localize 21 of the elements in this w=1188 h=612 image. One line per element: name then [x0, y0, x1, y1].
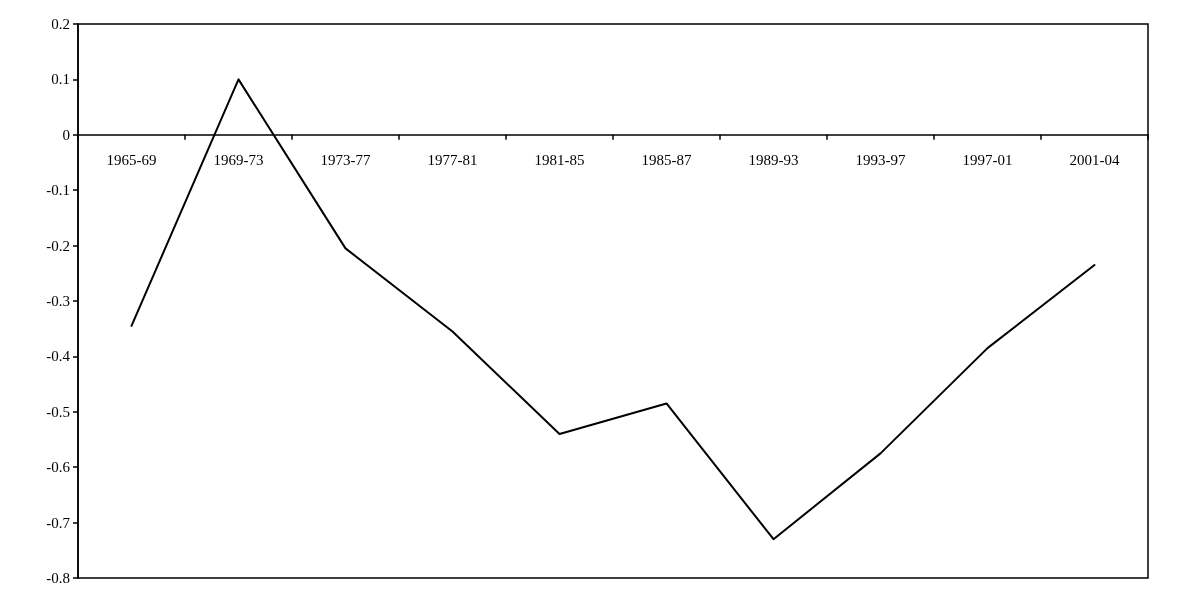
y-tick-label: 0.2: [51, 16, 70, 32]
x-tick-label: 1993-97: [855, 152, 906, 169]
y-tick-label: 0: [62, 126, 70, 143]
x-tick-label: 1965-69: [106, 152, 157, 169]
x-tick-label: 1973-77: [320, 152, 371, 169]
x-tick-label: 1997-01: [962, 152, 1013, 169]
y-tick-label: -0.3: [46, 293, 70, 309]
y-tick-label: -0.8: [46, 570, 70, 586]
y-tick-label: -0.1: [46, 182, 70, 199]
x-tick-label: 1977-81: [427, 152, 478, 169]
y-tick-label: -0.2: [46, 237, 70, 254]
y-tick-label: 0.1: [51, 71, 70, 88]
x-tick-label: 1969-73: [213, 152, 264, 169]
x-tick-label: 1981-85: [534, 152, 585, 169]
y-tick-label: -0.7: [46, 514, 71, 531]
y-tick-label: -0.4: [46, 348, 71, 365]
x-tick-label: 2001-04: [1069, 152, 1120, 169]
x-tick-label: 1985-87: [641, 152, 692, 169]
y-tick-label: -0.6: [46, 459, 71, 476]
x-tick-label: 1989-93: [748, 152, 799, 169]
y-tick-label: -0.5: [46, 403, 70, 420]
